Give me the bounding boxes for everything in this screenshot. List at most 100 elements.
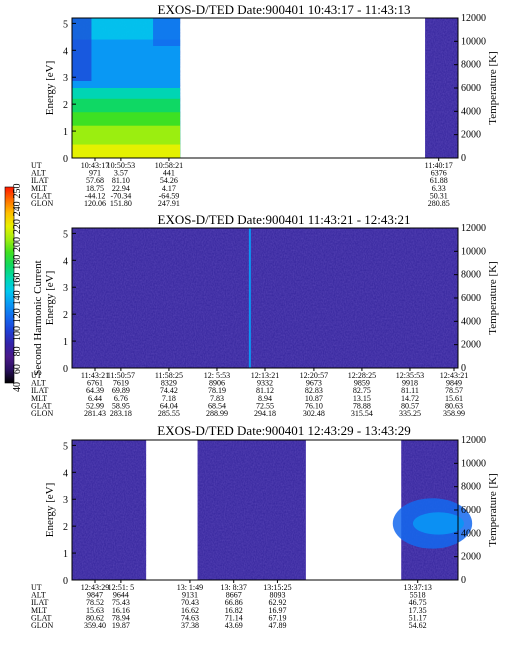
orbit-value: 6.76 (114, 394, 128, 403)
orbit-value: 78.52 (86, 598, 104, 607)
orbit-value: 4.17 (162, 184, 176, 193)
temperature-tick: 10000 (461, 36, 486, 47)
colorbar-tick: 100 (12, 326, 23, 341)
energy-tick: 1 (63, 127, 68, 138)
orbit-value: 80.63 (445, 401, 463, 410)
energy-tick: 2 (63, 100, 68, 111)
energy-tick: 0 (63, 364, 68, 375)
orbit-value: 67.19 (268, 613, 286, 622)
orbit-value: 12:35:53 (396, 371, 424, 380)
orbit-value: 12:51: 5 (108, 583, 134, 592)
energy-tick: 3 (63, 495, 68, 506)
orbit-value: 12:28:25 (348, 371, 376, 380)
colorbar-tick: 160 (12, 273, 23, 288)
orbit-row-label: ALT (31, 379, 46, 388)
temperature-tick: 12000 (461, 223, 486, 234)
orbit-value: 16.82 (225, 606, 243, 615)
orbit-value: 82.83 (305, 386, 323, 395)
orbit-value: 16.97 (268, 606, 286, 615)
energy-tick: 5 (63, 19, 68, 30)
data-segment (72, 18, 181, 158)
colorbar-tick: 60 (12, 364, 23, 374)
data-segment (392, 440, 473, 580)
panel-title: EXOS-D/TED Date:900401 11:43:21 - 12:43:… (158, 212, 411, 227)
orbit-value: 6761 (87, 379, 103, 388)
energy-tick: 4 (63, 468, 68, 479)
orbit-value: 69.89 (112, 386, 130, 395)
orbit-value: 302.48 (303, 409, 325, 418)
temperature-tick: 0 (461, 575, 466, 586)
orbit-value: -64.59 (159, 191, 180, 200)
orbit-value: 81.11 (401, 386, 419, 395)
orbit-value: 78.57 (445, 386, 463, 395)
orbit-value: 11:58:25 (155, 371, 183, 380)
energy-tick: 4 (63, 256, 68, 267)
orbit-value: 294.18 (254, 409, 276, 418)
orbit-value: 22.94 (112, 184, 130, 193)
orbit-value: 285.55 (158, 409, 180, 418)
orbit-value: 13: 8:37 (220, 583, 246, 592)
temperature-axis-label: Temperature [K] (487, 51, 499, 124)
panel-1: EXOS-D/TED Date:900401 10:43:17 - 11:43:… (31, 2, 499, 208)
orbit-value: 288.99 (206, 409, 228, 418)
orbit-value: 14.72 (401, 394, 419, 403)
orbit-value: 64.04 (160, 401, 178, 410)
orbit-value: 78.94 (112, 613, 130, 622)
energy-tick: 3 (63, 73, 68, 84)
orbit-value: 74.63 (181, 613, 199, 622)
orbit-value: 16.16 (112, 606, 130, 615)
orbit-value: 46.75 (409, 598, 427, 607)
colorbar-tick: 180 (12, 255, 23, 270)
temperature-tick: 2000 (461, 340, 481, 351)
orbit-value: 6.33 (432, 184, 446, 193)
orbit-value: 9673 (306, 379, 322, 388)
orbit-value: 61.88 (430, 176, 448, 185)
orbit-value: 8093 (269, 591, 285, 600)
orbit-value: 11:40:17 (425, 161, 453, 170)
orbit-value: 9847 (87, 591, 103, 600)
orbit-value: 9131 (182, 591, 198, 600)
orbit-value: 971 (89, 169, 101, 178)
orbit-value: 441 (163, 169, 175, 178)
orbit-value: 8329 (161, 379, 177, 388)
orbit-row-label: GLAT (31, 613, 52, 622)
energy-tick: 5 (63, 441, 68, 452)
colorbar-label: Second Harmonic Current (32, 260, 44, 375)
orbit-value: 13.15 (353, 394, 371, 403)
orbit-value: 78.88 (353, 401, 371, 410)
orbit-value: 9859 (354, 379, 370, 388)
orbit-value: 74.42 (160, 386, 178, 395)
orbit-row-label: MLT (31, 606, 47, 615)
energy-tick: 0 (63, 154, 68, 165)
orbit-value: 335.25 (399, 409, 421, 418)
temperature-tick: 2000 (461, 130, 481, 141)
panel-3: EXOS-D/TED Date:900401 12:43:29 - 13:43:… (31, 423, 499, 630)
orbit-value: 16.62 (181, 606, 199, 615)
temperature-tick: 4000 (461, 528, 481, 539)
panel-2: EXOS-D/TED Date:900401 11:43:21 - 12:43:… (31, 212, 499, 418)
temperature-tick: 12000 (461, 435, 486, 446)
orbit-value: 13:37:13 (403, 583, 431, 592)
data-segment (72, 440, 147, 580)
orbit-value: 8667 (226, 591, 242, 600)
orbit-row-label: UT (31, 161, 42, 170)
data-segment (72, 228, 458, 368)
orbit-value: 75.43 (112, 598, 130, 607)
orbit-value: 81.12 (256, 386, 274, 395)
temperature-tick: 2000 (461, 552, 481, 563)
orbit-value: 15.63 (86, 606, 104, 615)
panel-title: EXOS-D/TED Date:900401 10:43:17 - 11:43:… (158, 2, 411, 17)
orbit-value: 5518 (410, 591, 426, 600)
colorbar-ticks: 40 60 80 100 120 140 160 180 200 220 240 250 (12, 184, 23, 393)
orbit-value: 76.10 (305, 401, 323, 410)
temperature-tick: 0 (461, 363, 466, 374)
panel-title: EXOS-D/TED Date:900401 12:43:29 - 13:43:… (157, 423, 410, 438)
orbit-value: 359.40 (84, 621, 106, 630)
orbit-value: 52.99 (86, 401, 104, 410)
colorbar-tick: 220 (12, 219, 23, 234)
colorbar-tick: 80 (12, 346, 23, 356)
orbit-value: 50.31 (430, 191, 448, 200)
orbit-row-label: ALT (31, 591, 46, 600)
